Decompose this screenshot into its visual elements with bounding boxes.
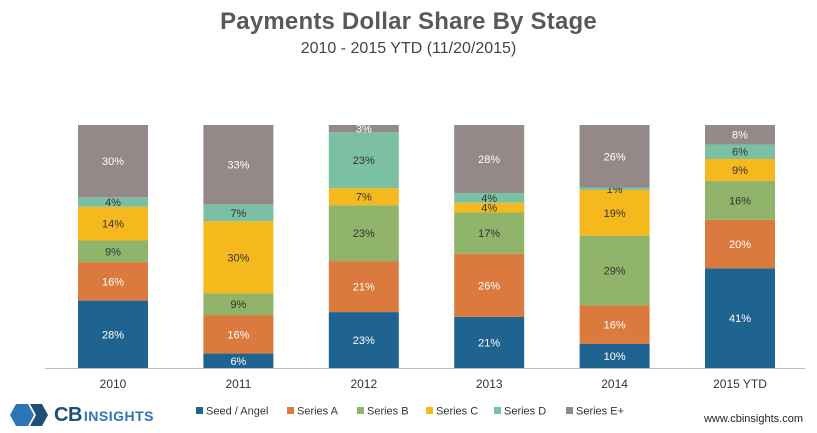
bar-segment bbox=[203, 204, 274, 222]
data-label: 30% bbox=[227, 252, 249, 264]
data-label: 6% bbox=[230, 356, 246, 368]
bar-segment bbox=[705, 159, 775, 181]
bar-segment bbox=[203, 221, 274, 294]
data-label: 16% bbox=[604, 320, 626, 332]
bar-segment bbox=[328, 132, 399, 189]
legend-label: Series A bbox=[297, 406, 339, 418]
cb-logo-icon bbox=[10, 404, 48, 426]
bar-segment bbox=[78, 300, 148, 368]
x-tick-label: 2010 bbox=[100, 377, 127, 391]
bar-segment bbox=[579, 189, 650, 236]
data-label: 26% bbox=[604, 151, 626, 163]
bar-segment bbox=[328, 125, 399, 133]
website-url: www.cbinsights.com bbox=[703, 413, 803, 425]
data-label: 7% bbox=[230, 208, 246, 220]
bar-segment bbox=[78, 197, 148, 207]
data-label: 23% bbox=[353, 335, 375, 347]
bar-segment bbox=[579, 125, 650, 188]
data-label: 23% bbox=[353, 228, 375, 240]
legend-label: Seed / Angel bbox=[206, 406, 268, 418]
data-label: 21% bbox=[353, 282, 375, 294]
data-label: 9% bbox=[230, 299, 246, 311]
data-label: 26% bbox=[478, 280, 500, 292]
logo-main-text: CB bbox=[54, 403, 82, 426]
bar-segment bbox=[328, 261, 399, 313]
x-tick-label: 2012 bbox=[350, 377, 377, 391]
bar-segment bbox=[328, 188, 399, 206]
x-tick-label: 2013 bbox=[476, 377, 503, 391]
legend-label: Series E+ bbox=[576, 406, 624, 418]
data-label: 28% bbox=[478, 154, 500, 166]
data-label: 7% bbox=[356, 192, 372, 204]
bar-segment bbox=[705, 180, 775, 220]
bar-segment bbox=[705, 144, 775, 160]
x-tick-label: 2014 bbox=[601, 377, 628, 391]
logo-sub-text: INSIGHTS bbox=[83, 407, 155, 424]
legend-label: Series C bbox=[436, 406, 478, 418]
data-label: 4% bbox=[481, 193, 497, 205]
bar-segment bbox=[579, 343, 650, 368]
data-label: 20% bbox=[729, 239, 751, 251]
bar-segment bbox=[579, 187, 650, 190]
x-tick-label: 2011 bbox=[225, 377, 251, 391]
x-tick-label: 2015 YTD bbox=[713, 377, 767, 391]
bar-segment bbox=[328, 312, 399, 368]
bar-segment bbox=[454, 202, 525, 213]
data-label: 9% bbox=[105, 246, 121, 258]
bar-segment bbox=[705, 219, 775, 269]
data-label: 8% bbox=[732, 130, 748, 142]
bar-segment bbox=[579, 235, 650, 306]
bar-segment bbox=[454, 125, 525, 194]
legend-label: Series B bbox=[367, 406, 409, 418]
data-label: 19% bbox=[604, 208, 626, 220]
legend-label: Series D bbox=[504, 406, 546, 418]
bar-segment bbox=[705, 125, 775, 145]
bar-segment bbox=[454, 212, 525, 254]
chart-title: Payments Dollar Share By Stage bbox=[220, 8, 597, 35]
legend-swatch bbox=[494, 407, 501, 414]
bar-segment bbox=[203, 315, 274, 354]
data-label: 4% bbox=[481, 203, 497, 215]
legend-swatch bbox=[426, 407, 433, 414]
data-label: 16% bbox=[102, 276, 124, 288]
legend-swatch bbox=[287, 407, 294, 414]
legend-swatch bbox=[357, 407, 364, 414]
bar-segment bbox=[454, 316, 525, 368]
data-label: 4% bbox=[105, 197, 121, 209]
data-label: 6% bbox=[732, 147, 748, 159]
bar-segment bbox=[454, 193, 525, 203]
data-label: 10% bbox=[604, 351, 626, 363]
cb-insights-logo: CB INSIGHTS bbox=[10, 402, 154, 428]
chart-subtitle: 2010 - 2015 YTD (11/20/2015) bbox=[300, 40, 517, 57]
bar-segment bbox=[203, 353, 274, 368]
data-label: 3% bbox=[356, 124, 372, 136]
bar-segment bbox=[705, 268, 775, 368]
data-label: 17% bbox=[478, 228, 500, 240]
data-label: 16% bbox=[729, 195, 751, 207]
bar-segment bbox=[203, 125, 274, 205]
bar-segment bbox=[78, 262, 148, 301]
data-label: 21% bbox=[478, 337, 500, 349]
bar-segment bbox=[454, 253, 525, 317]
bar-segment bbox=[203, 293, 274, 316]
data-label: 14% bbox=[102, 219, 124, 231]
bar-segment bbox=[579, 305, 650, 344]
data-label: 28% bbox=[102, 329, 124, 341]
data-label: 41% bbox=[729, 313, 751, 325]
data-label: 23% bbox=[353, 155, 375, 167]
data-label: 29% bbox=[604, 266, 626, 278]
data-label: 33% bbox=[227, 160, 249, 172]
data-label: 9% bbox=[732, 165, 748, 177]
legend-swatch bbox=[566, 407, 573, 414]
bar-segment bbox=[78, 125, 148, 198]
legend-swatch bbox=[196, 407, 203, 414]
bar-segment bbox=[328, 205, 399, 262]
bar-segment bbox=[78, 206, 148, 241]
bar-segment bbox=[78, 240, 148, 263]
data-label: 16% bbox=[227, 329, 249, 341]
data-label: 30% bbox=[102, 156, 124, 168]
